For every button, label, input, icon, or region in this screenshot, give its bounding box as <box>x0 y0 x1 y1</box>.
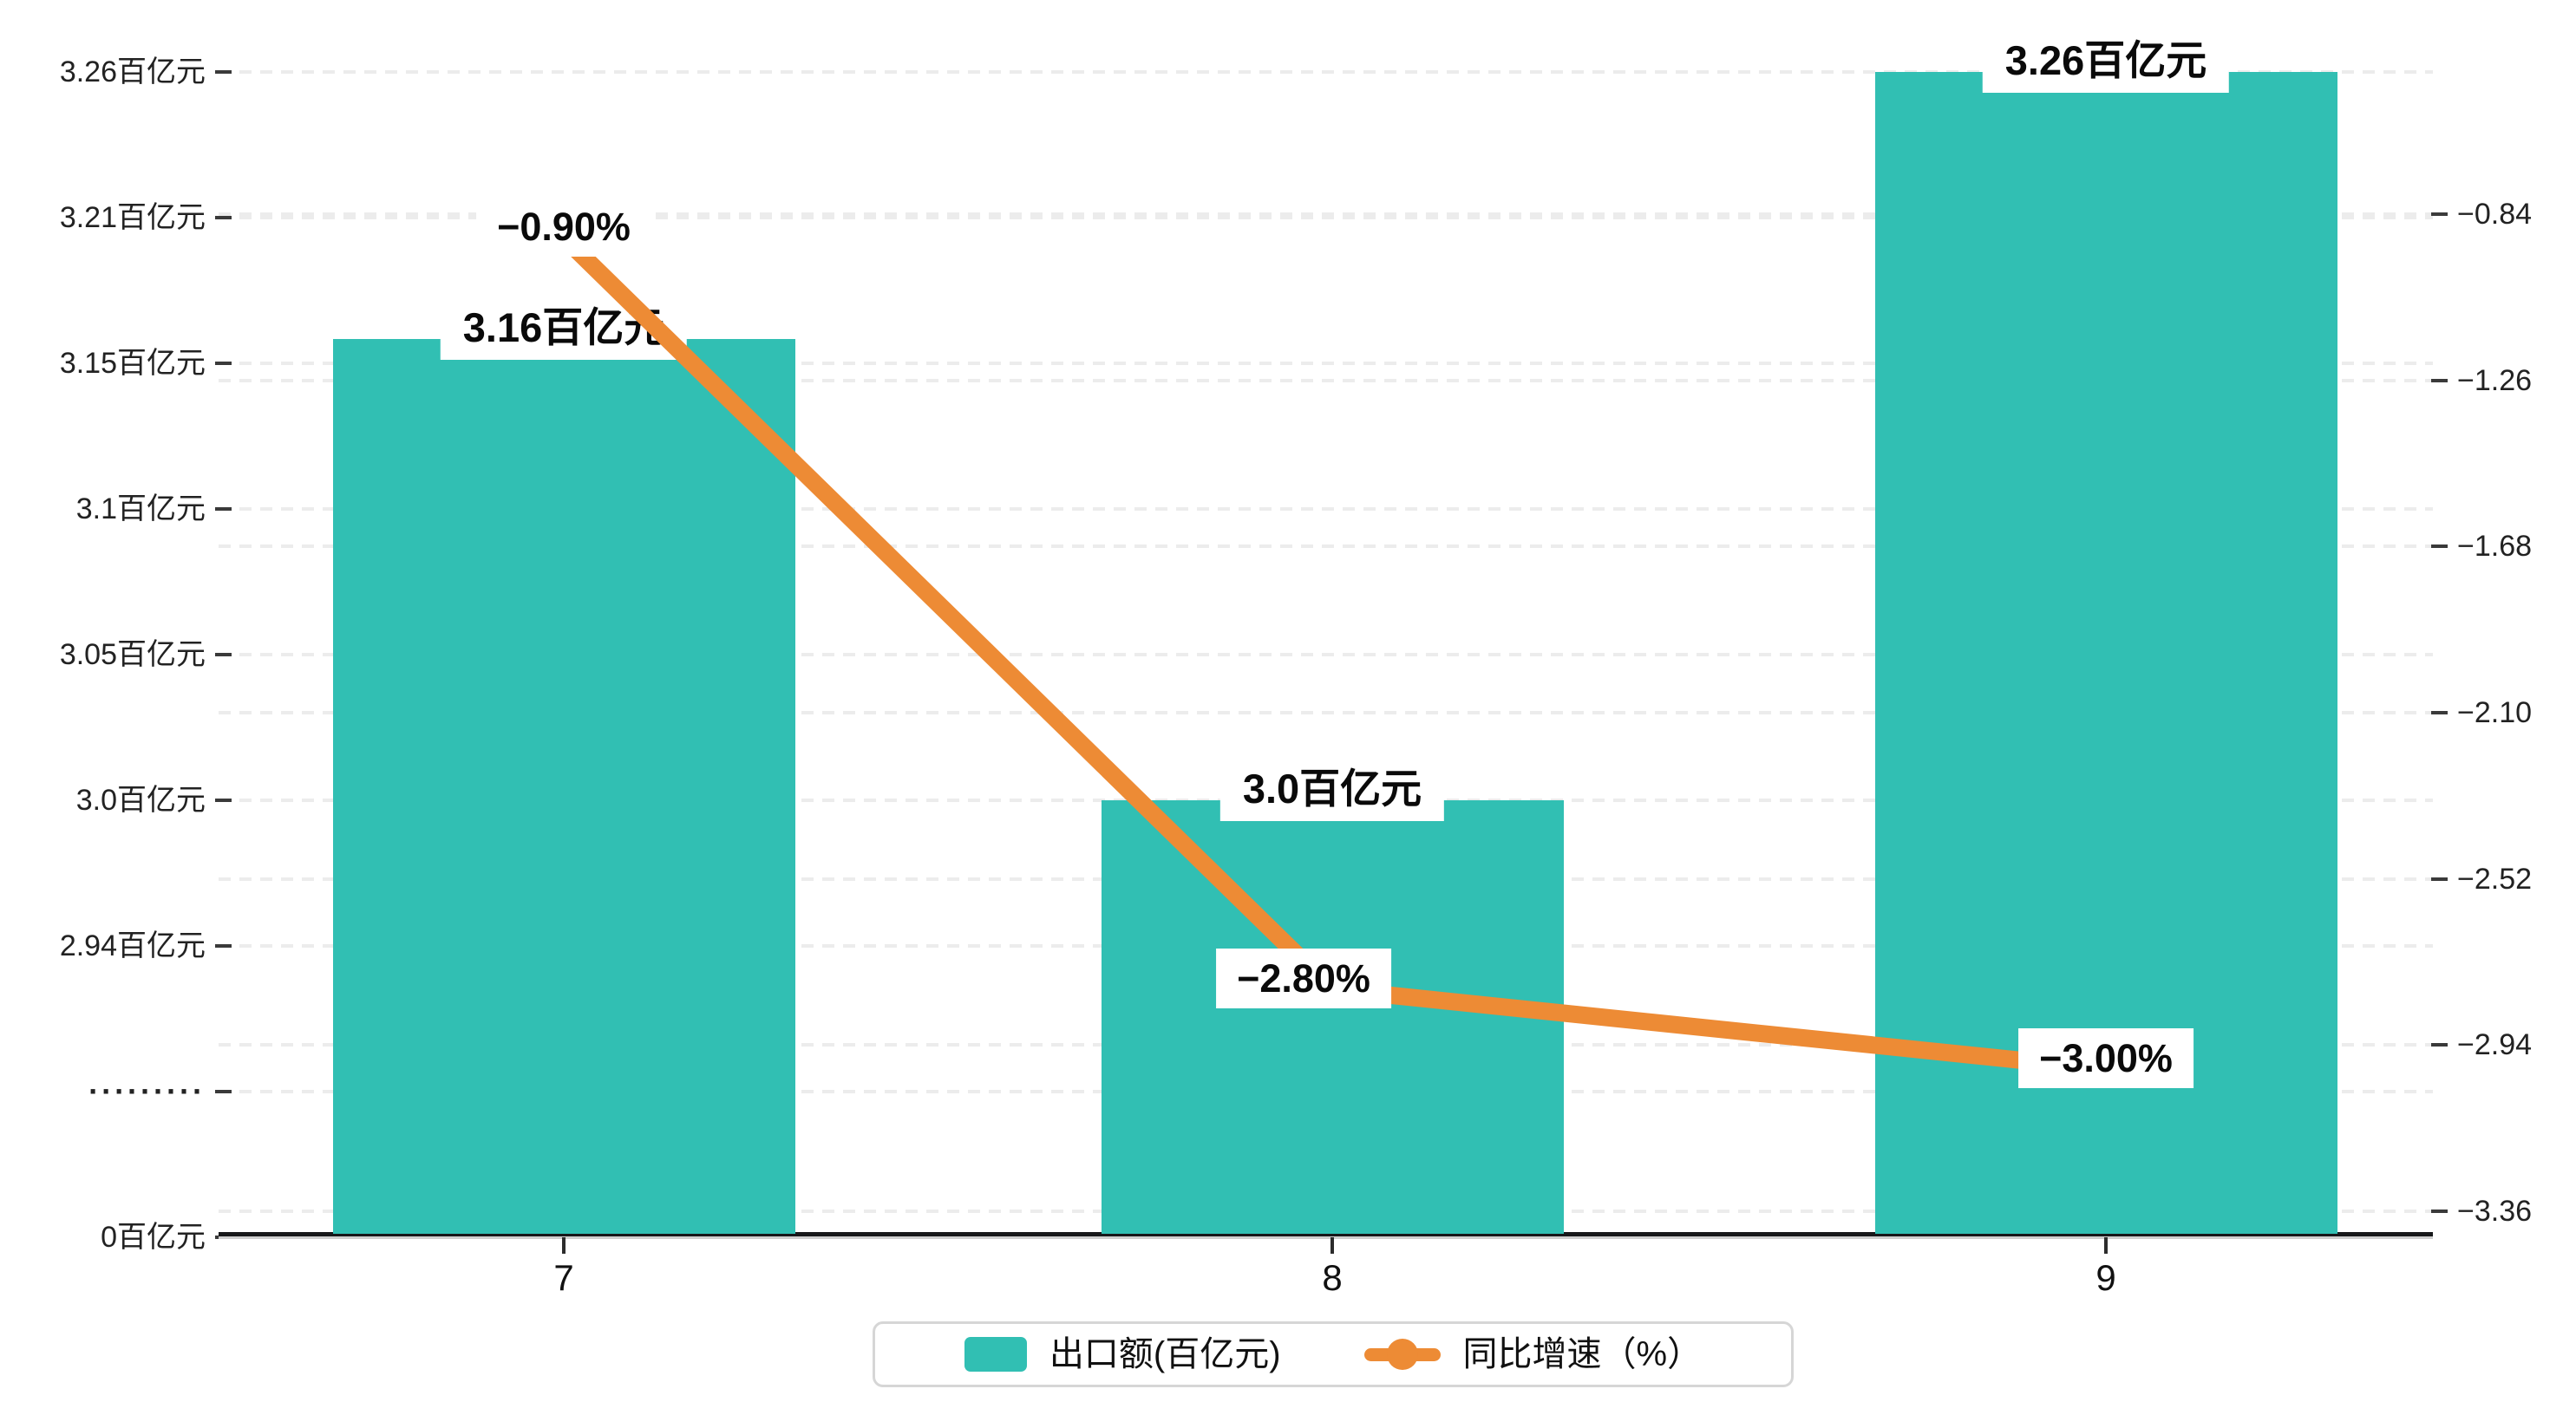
y-axis-left-tick-label: 2.94百亿元 <box>59 929 206 962</box>
y-axis-right-tickmark <box>2431 877 2448 881</box>
y-axis-right-tick-label: −3.36 <box>2457 1195 2533 1228</box>
bar-value-label: 3.26百亿元 <box>1982 28 2230 93</box>
y-axis-right-tickmark <box>2431 379 2448 382</box>
y-axis-right-tickmark <box>2431 711 2448 714</box>
y-axis-right-tickmark <box>2431 544 2448 548</box>
y-axis-right-tickmark <box>2431 1210 2448 1213</box>
y-axis-right-tick-label: −1.68 <box>2457 530 2533 563</box>
x-axis-tickmark <box>1330 1237 1334 1254</box>
legend: 出口额(百亿元) 同比增速（%） <box>873 1321 1794 1387</box>
export-value-bar[interactable] <box>332 339 795 1234</box>
y-axis-left-tickmark <box>215 653 232 656</box>
y-axis-left-tick-label: 3.05百亿元 <box>59 638 206 671</box>
x-axis-line <box>219 1232 2433 1236</box>
y-axis-left-tickmark <box>215 362 232 365</box>
line-value-label: −2.80% <box>1216 949 1391 1008</box>
x-axis-shadow-line <box>219 1236 2433 1239</box>
y-axis-right-tick-label: −1.26 <box>2457 364 2533 397</box>
y-axis-left-tick-label: 3.1百亿元 <box>75 492 206 525</box>
y-axis-left-tickmark <box>215 1090 232 1093</box>
gridline <box>219 711 2433 714</box>
y-axis-left-tickmark <box>215 944 232 948</box>
legend-label-yoy-growth: 同比增速（%） <box>1462 1335 1703 1373</box>
gridline <box>219 379 2433 382</box>
x-axis-tick-label: 7 <box>553 1257 574 1298</box>
y-axis-left-tick-label: 3.21百亿元 <box>59 201 206 234</box>
legend-label-export-value: 出口额(百亿元) <box>1049 1335 1281 1373</box>
x-axis-tickmark <box>562 1237 566 1254</box>
y-axis-right-tickmark <box>2431 1043 2448 1047</box>
x-axis-tickmark <box>2104 1237 2108 1254</box>
gridline <box>219 70 2433 74</box>
gridline <box>219 507 2433 511</box>
y-axis-right-tick-label: −2.94 <box>2457 1028 2533 1061</box>
y-axis-left-tick-label: ········· <box>88 1073 206 1109</box>
y-axis-left-tickmark <box>215 70 232 74</box>
line-value-label: −0.90% <box>476 197 651 257</box>
y-axis-right-tick-label: −2.10 <box>2457 696 2533 729</box>
y-axis-right-tickmark <box>2431 212 2448 216</box>
bar-series-swatch <box>964 1337 1027 1372</box>
bar-value-label: 3.0百亿元 <box>1219 756 1445 821</box>
y-axis-left-tickmark <box>215 216 232 219</box>
gridline <box>219 212 2433 216</box>
y-axis-left-tickmark <box>215 507 232 511</box>
y-axis-left-tick-label: 0百亿元 <box>101 1221 206 1254</box>
line-series-swatch <box>1363 1337 1441 1372</box>
export-value-bar[interactable] <box>1101 800 1564 1234</box>
gridline <box>219 362 2433 365</box>
legend-item-yoy-growth[interactable]: 同比增速（%） <box>1363 1335 1703 1373</box>
y-axis-left-tick-label: 3.0百亿元 <box>75 784 206 817</box>
gridline <box>219 653 2433 656</box>
y-axis-right-tick-label: −2.52 <box>2457 863 2533 896</box>
legend-item-export-value[interactable]: 出口额(百亿元) <box>964 1337 1281 1372</box>
gridline <box>219 216 2433 219</box>
x-axis-tick-label: 9 <box>2095 1257 2116 1298</box>
y-axis-left-tick-label: 3.15百亿元 <box>59 347 206 380</box>
y-axis-left-tickmark <box>215 799 232 802</box>
line-value-label: −3.00% <box>2018 1028 2194 1088</box>
y-axis-right-tick-label: −0.84 <box>2457 198 2533 231</box>
line-swatch-marker-icon <box>1386 1339 1418 1370</box>
growth-line[interactable] <box>558 231 2108 1078</box>
gridline <box>219 544 2433 548</box>
y-axis-left-tick-label: 3.26百亿元 <box>59 55 206 88</box>
x-axis-tick-label: 8 <box>1322 1257 1343 1298</box>
